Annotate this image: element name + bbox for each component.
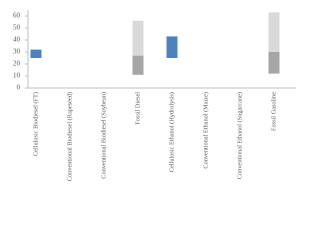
x-tick-label: Conventional Biodiesel (Rapeseed) (66, 92, 73, 181)
bar (132, 20, 144, 56)
y-tick-label: 10 (13, 72, 21, 80)
bar (166, 36, 178, 58)
bar (132, 55, 144, 75)
x-tick-label: Cellulosic Biodiesel (FT) (32, 92, 39, 156)
y-tick-label: 40 (13, 36, 21, 44)
y-tick-label: 20 (13, 60, 21, 68)
x-tick-label: Fossil Diesel (134, 92, 141, 125)
y-tick-label: 30 (13, 48, 21, 56)
x-tick-label: Fossil Gasoline (270, 92, 277, 131)
bar (30, 49, 42, 58)
y-tick-label: 60 (13, 12, 21, 20)
y-tick-label: 0 (17, 84, 21, 92)
bar (268, 52, 280, 74)
x-tick-label: Conventional Ethanol (Sugarcane) (236, 92, 243, 179)
y-tick-label: 50 (13, 24, 21, 32)
x-tick-label: Cellulosic Ethanol (Hydrolysis) (168, 92, 175, 172)
x-tick-label: Conventional Biodiesel (Soybean) (100, 92, 107, 179)
bar (268, 12, 280, 52)
chart: 0 10 20 30 40 50 60 Cellulosic Biodiesel (FT) Co… (13, 10, 296, 181)
x-tick-label: Conventional Ethanol (Maize) (202, 92, 209, 169)
